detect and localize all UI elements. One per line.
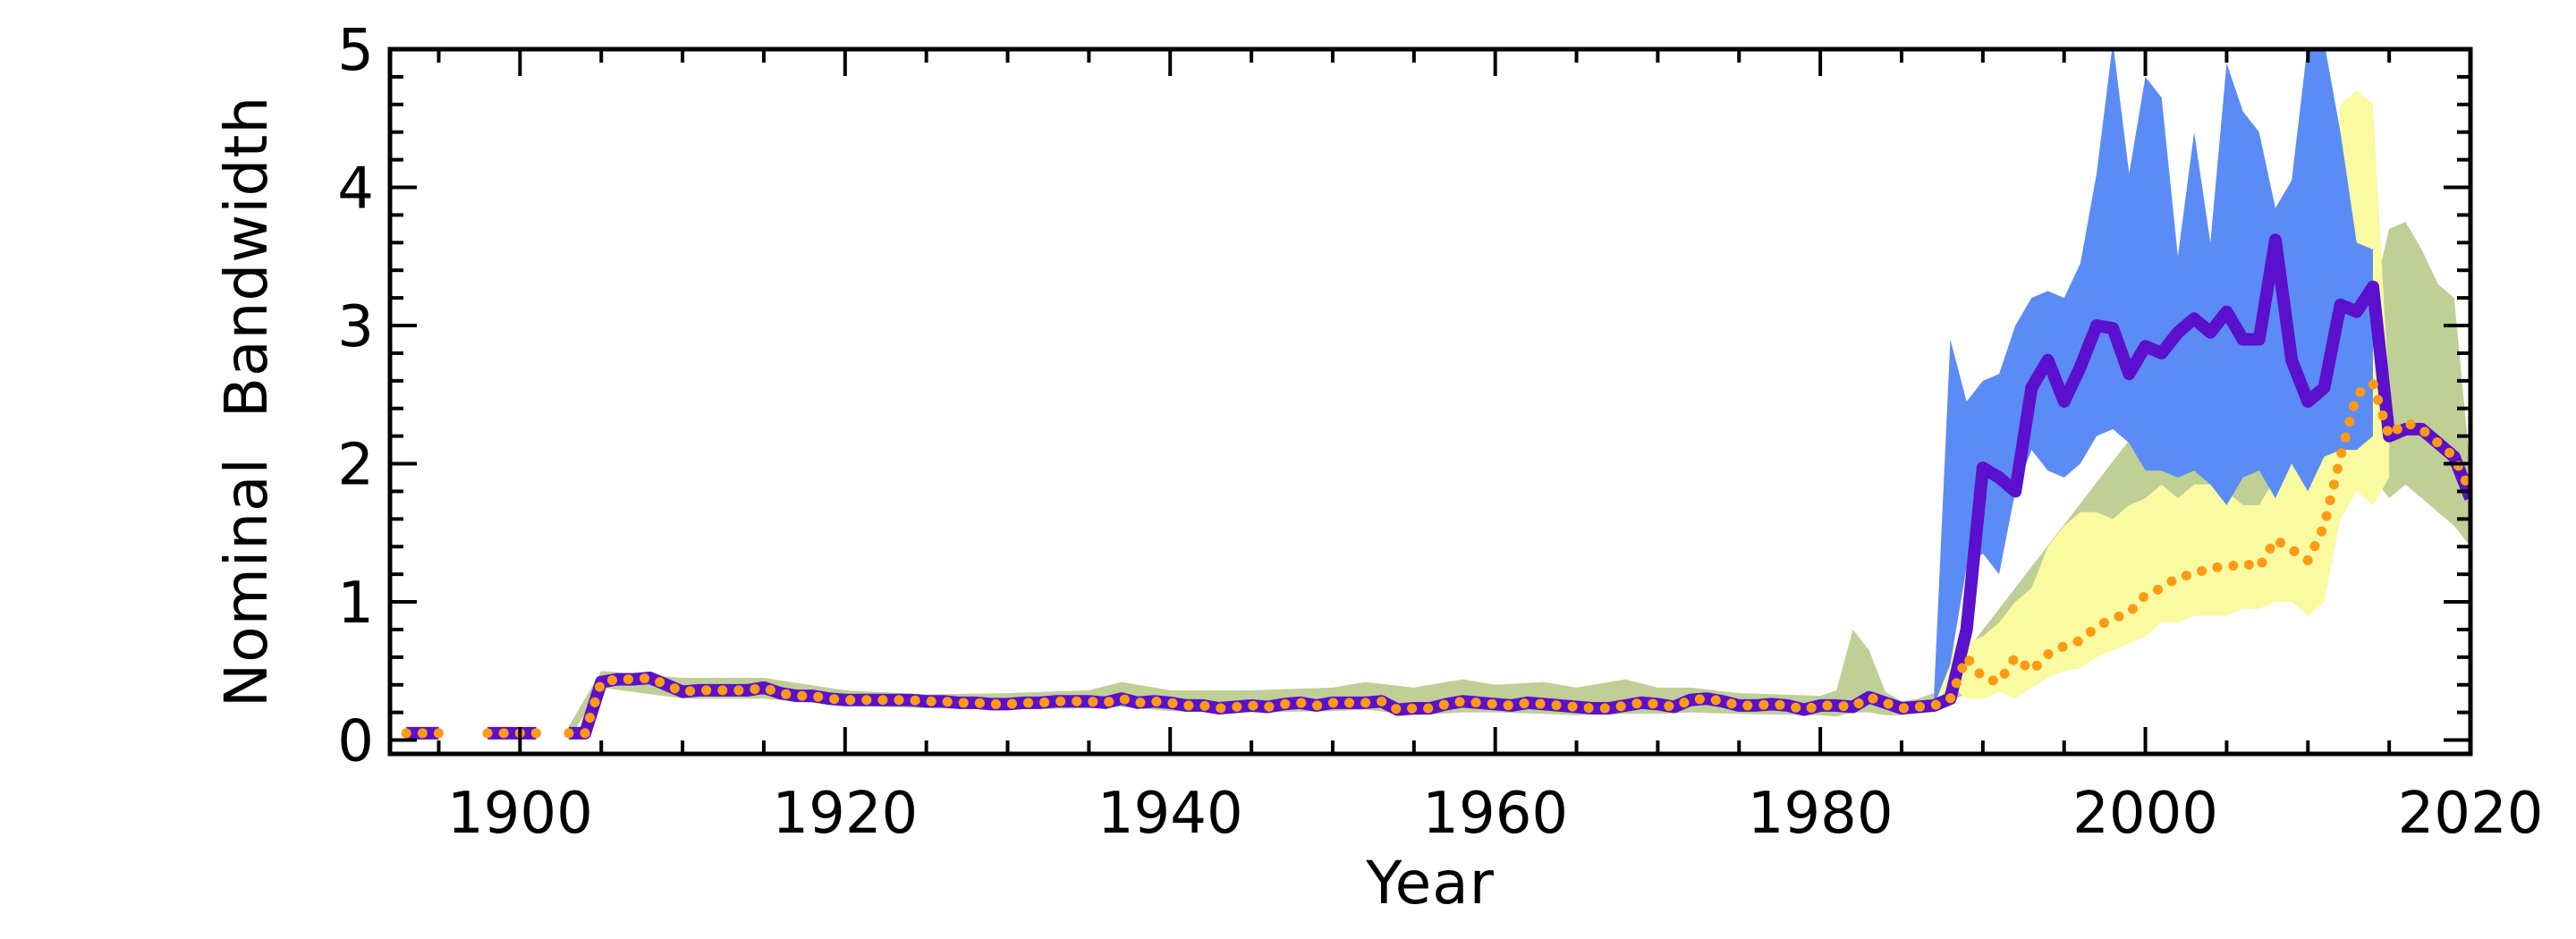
x-tick-label: 1900 bbox=[447, 781, 593, 847]
y-tick-label: 4 bbox=[337, 156, 374, 223]
band-2 bbox=[1934, 49, 2373, 706]
x-tick-label: 1960 bbox=[1422, 781, 1568, 847]
y-tick-label: 5 bbox=[337, 18, 374, 84]
y-tick-label: 3 bbox=[337, 294, 374, 360]
x-tick-labels: 1900 1920 1940 1960 1980 2000 2020 bbox=[447, 781, 2544, 847]
uncertainty-bands bbox=[568, 49, 2470, 740]
band-1 bbox=[1934, 90, 2390, 706]
x-tick-label: 1980 bbox=[1748, 781, 1894, 847]
series-lines bbox=[401, 233, 2470, 740]
y-axis-title: Nominal Bandwidth bbox=[212, 96, 281, 707]
y-tick-label: 1 bbox=[337, 571, 374, 637]
x-tick-label: 1940 bbox=[1097, 781, 1243, 847]
x-tick-label: 1920 bbox=[772, 781, 918, 847]
y-tick-label: 2 bbox=[337, 433, 374, 499]
x-tick-label: 2000 bbox=[2072, 781, 2218, 847]
y-tick-labels: 0 1 2 3 4 5 bbox=[337, 18, 374, 775]
plot-frame bbox=[387, 47, 2473, 757]
x-axis-title: Year bbox=[1365, 849, 1495, 918]
y-tick-label: 0 bbox=[337, 709, 374, 775]
series-1-segment-2 bbox=[564, 378, 2470, 739]
x-tick-label: 2020 bbox=[2398, 781, 2544, 847]
